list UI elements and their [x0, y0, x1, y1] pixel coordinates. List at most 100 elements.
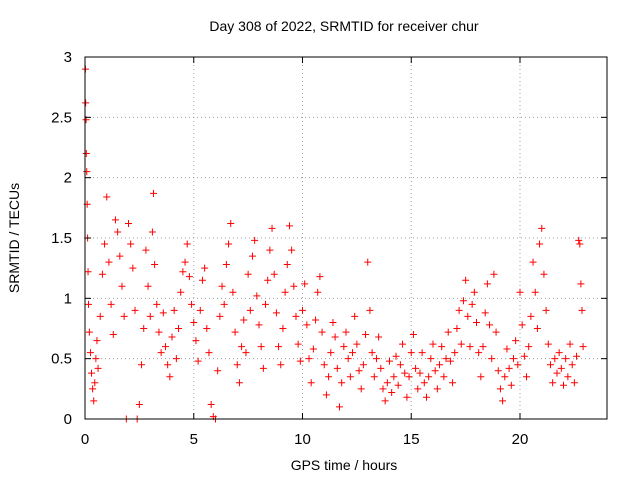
data-point — [490, 270, 498, 278]
data-point — [573, 352, 581, 360]
data-point — [285, 222, 293, 230]
data-point — [111, 216, 119, 224]
data-point — [438, 343, 446, 351]
data-point — [383, 379, 391, 387]
data-point — [181, 258, 189, 266]
data-point — [492, 328, 500, 336]
data-point — [288, 246, 296, 254]
data-point — [388, 388, 396, 396]
data-point — [422, 393, 430, 401]
data-point — [496, 385, 504, 393]
data-point — [566, 340, 574, 348]
data-point — [346, 373, 354, 381]
data-point — [242, 349, 250, 357]
y-tick-label: 2 — [64, 170, 72, 187]
data-point — [318, 328, 326, 336]
data-point — [85, 328, 93, 336]
data-point — [501, 373, 509, 381]
data-point — [312, 316, 320, 324]
data-point — [405, 373, 413, 381]
data-point — [333, 364, 341, 372]
data-point — [544, 340, 552, 348]
data-point — [359, 361, 367, 369]
data-point — [407, 349, 415, 357]
data-point — [568, 361, 576, 369]
data-point — [150, 189, 158, 197]
data-point — [301, 280, 309, 288]
y-tick-label: 1 — [64, 290, 72, 307]
y-tick-label: 1.5 — [51, 230, 72, 247]
data-point — [503, 345, 511, 353]
data-point — [562, 355, 570, 363]
data-point — [386, 357, 393, 365]
data-point — [366, 306, 374, 314]
data-point — [531, 288, 539, 296]
data-point — [325, 373, 333, 381]
data-point — [262, 300, 270, 308]
data-point — [86, 349, 94, 357]
data-point — [299, 306, 306, 314]
data-point — [155, 328, 163, 336]
data-point — [512, 337, 520, 345]
data-point — [444, 328, 452, 336]
data-point — [170, 306, 178, 314]
data-point — [479, 343, 487, 351]
data-point — [109, 331, 117, 339]
data-point — [436, 361, 444, 369]
data-point — [431, 367, 439, 375]
data-point — [370, 373, 378, 381]
data-point — [442, 355, 450, 363]
data-point — [409, 331, 417, 339]
data-point — [153, 300, 161, 308]
data-point — [107, 300, 115, 308]
data-point — [82, 150, 90, 158]
data-point — [188, 300, 196, 308]
data-point — [516, 288, 524, 296]
data-point — [418, 349, 426, 357]
data-point — [570, 379, 578, 387]
data-point — [429, 340, 437, 348]
data-point — [494, 367, 502, 375]
data-point — [557, 364, 565, 372]
data-point — [327, 349, 335, 357]
data-point — [159, 309, 167, 317]
data-point — [266, 246, 274, 254]
data-point — [292, 312, 300, 320]
data-point — [553, 369, 561, 377]
y-tick-label: 2.5 — [51, 109, 72, 126]
data-point — [148, 228, 156, 236]
data-point — [129, 264, 137, 272]
data-point — [94, 364, 102, 372]
data-point — [560, 381, 567, 389]
data-point — [216, 312, 224, 320]
data-point — [142, 246, 150, 254]
data-point — [399, 340, 407, 348]
data-point — [218, 282, 226, 290]
data-point — [225, 240, 233, 248]
data-point — [268, 224, 276, 232]
data-point — [84, 300, 92, 308]
data-point — [138, 361, 146, 369]
data-point — [349, 349, 357, 357]
data-point — [131, 306, 139, 314]
data-point — [90, 397, 98, 405]
data-point — [305, 355, 313, 363]
data-point — [127, 240, 135, 248]
data-point — [529, 258, 537, 266]
data-point — [342, 328, 350, 336]
data-point — [364, 258, 372, 266]
data-point — [331, 333, 339, 341]
data-point — [459, 297, 467, 305]
data-point — [177, 288, 185, 296]
data-point — [229, 288, 237, 296]
data-point — [473, 318, 480, 326]
data-point — [283, 261, 291, 269]
data-point — [84, 268, 92, 276]
data-point — [335, 403, 343, 411]
data-point — [240, 316, 248, 324]
data-point — [392, 352, 400, 360]
data-point — [82, 99, 90, 107]
data-point — [83, 168, 91, 176]
data-point — [168, 333, 176, 341]
data-point — [377, 364, 385, 372]
